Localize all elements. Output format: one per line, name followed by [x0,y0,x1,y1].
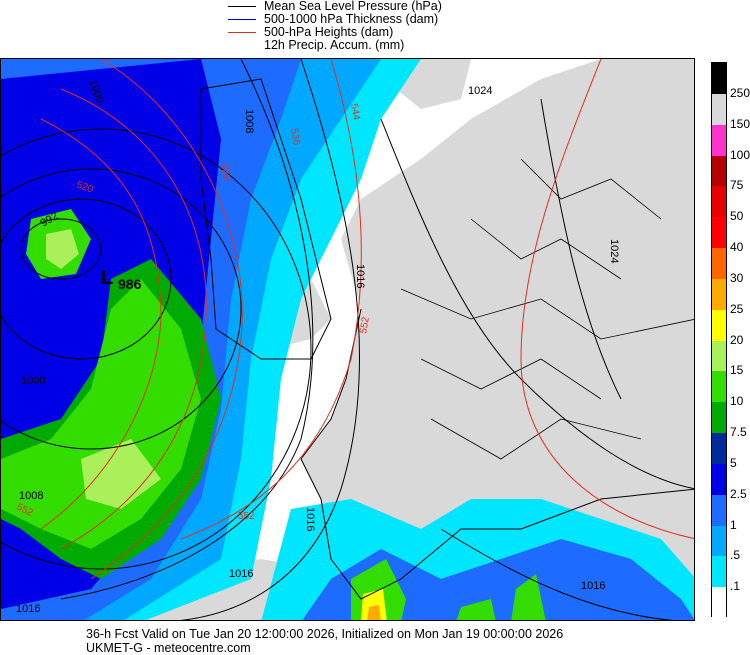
colorbar-label: 50 [730,209,744,224]
legend-item-thickness: 500-1000 hPa Thickness (dam) [228,13,442,26]
colorbar-label: 30 [730,270,744,285]
height-contours [40,59,694,580]
country-borders [400,158,694,460]
isobar-label: 1016 [581,580,605,592]
colorbar-segment [712,556,726,588]
legend-label-thickness: 500-1000 hPa Thickness (dam) [264,12,439,26]
legend-item-mslp: Mean Sea Level Pressure (hPa) [228,0,442,13]
legend-line-mslp [228,6,256,7]
coastline-continent [300,308,694,600]
colorbar-segment [712,371,726,403]
precip-light-green [81,439,161,509]
colorbar-segment [712,309,726,341]
colorbar-segment [712,494,726,526]
precip-core-light [46,229,79,269]
isobar-label: 1016 [16,603,40,615]
source-credit: UKMET-G - meteocentre.com [86,641,251,655]
legend-item-precip: 12h Precip. Accum. (mm) [228,39,442,52]
colorbar-segment [712,340,726,372]
precip-south-orange [367,605,381,620]
colorbar-segment [712,186,726,218]
legend-label-precip: 12h Precip. Accum. (mm) [264,38,405,52]
colorbar-label: .1 [730,579,741,594]
colorbar-label: 20 [730,332,744,347]
low-pressure-value: 986 [118,276,142,292]
colorbar-segment [712,155,726,187]
colorbar-label: 7.5 [730,425,747,439]
colorbar-label: 250 [730,85,750,100]
forecast-valid-time: 36-h Fcst Valid on Tue Jan 20 12:00:00 2… [86,627,564,641]
isobars [1,59,694,620]
colorbar-segment [712,248,726,280]
isobar-label: 1024 [468,85,492,97]
colorbar-segment [712,278,726,311]
height-label: 528 [218,163,232,182]
low-pressure-letter: L [101,267,113,289]
height-label: 536 [288,128,302,147]
colorbar-label: 25 [730,301,744,316]
height-label: 552 [238,511,255,522]
colorbar-segment [712,93,726,126]
colorbar-label: 10 [730,394,744,409]
legend-label-mslp: Mean Sea Level Pressure (hPa) [264,0,442,13]
weather-map: 1000 1008 1016 1024 1016 1024 1016 1016 … [0,58,695,621]
colorbar-label: 100 [730,147,750,162]
map-legend: Mean Sea Level Pressure (hPa) 500-1000 h… [228,0,442,52]
precip-south-green-2 [511,574,546,620]
map-footer: 36-h Fcst Valid on Tue Jan 20 12:00:00 2… [86,627,563,655]
colorbar-segment [712,402,726,434]
legend-item-heights: 500-hPa Heights (dam) [228,26,442,39]
height-label: 544 [348,103,362,122]
colorbar-segment [712,124,726,156]
colorbar-segment [712,463,726,496]
isobar-label: 1024 [608,239,620,263]
isobar-label: 1016 [354,264,366,288]
colorbar-label: 40 [730,240,744,254]
weather-map-canvas: 1000 1008 1016 1024 1016 1024 1016 1016 … [1,59,694,620]
isobar-label: 1016 [229,568,253,580]
colorbar-label: 75 [730,178,744,193]
isobar-label: 1008 [243,109,255,133]
colorbar-segment [712,433,726,465]
colorbar-label: 1 [730,517,737,532]
colorbar-segment [712,587,726,619]
legend-line-thickness [228,19,256,20]
colorbar-label: 5 [730,455,737,470]
colorbar-label: 150 [730,116,750,131]
colorbar-segment [712,217,726,249]
isobar-label: 1000 [21,375,45,387]
precip-south-green-3 [456,599,496,620]
colorbar-segment [712,525,726,557]
colorbar-label: 15 [730,363,744,378]
isobar-label: 1008 [19,490,43,502]
continent-land [301,59,694,620]
precip-colorbar [711,62,727,619]
precip-south-yellow [361,589,387,620]
isobar-label: 1016 [304,507,316,531]
colorbar-segment [712,63,726,95]
colorbar-label: .5 [730,548,741,563]
legend-line-heights [228,32,256,33]
legend-label-heights: 500-hPa Heights (dam) [264,25,394,39]
colorbar-label: 2.5 [730,486,747,501]
height-label: 552 [358,316,372,335]
